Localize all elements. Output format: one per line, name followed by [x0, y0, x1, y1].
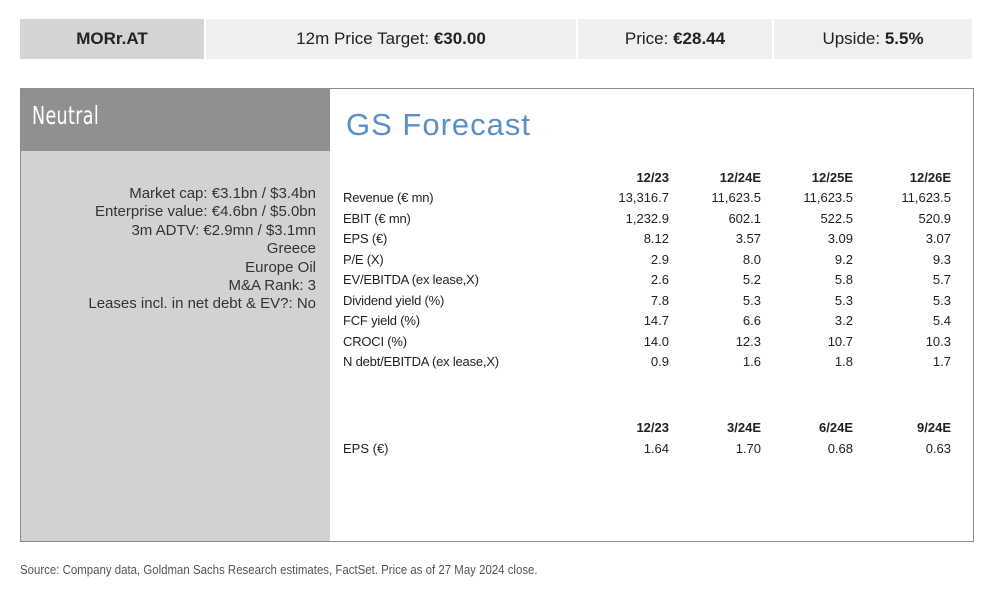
- cell-value: 11,623.5: [803, 190, 853, 206]
- cell-value: 5.4: [932, 313, 951, 329]
- left-sidebar: Neutral Market cap: €3.1bn / $3.4bn Ente…: [21, 89, 330, 541]
- col-header: 6/24E: [819, 420, 853, 435]
- col-header: 12/26E: [909, 169, 951, 185]
- cell-value: 1.8: [834, 354, 853, 370]
- row-label: EV/EBITDA (ex lease,X): [343, 272, 479, 288]
- cell-value: 3.57: [735, 231, 761, 247]
- cell-value: 1.64: [643, 441, 669, 456]
- cell-value: 9.3: [932, 251, 951, 267]
- col-header: 12/25E: [811, 169, 853, 185]
- cell-value: 11,623.5: [901, 190, 951, 206]
- table-row: EBIT (€ mn) 1,232.9 602.1 522.5 520.9: [343, 208, 951, 229]
- metric-market-cap: Market cap: €3.1bn / $3.4bn: [129, 185, 316, 202]
- cell-value: 0.63: [925, 441, 951, 456]
- table-row: Revenue (€ mn) 13,316.7 11,623.5 11,623.…: [343, 188, 951, 209]
- quarterly-eps-table: 12/23 3/24E 6/24E 9/24E EPS (€) 1.64 1.7…: [343, 417, 951, 459]
- cell-value: 602.1: [728, 210, 761, 226]
- row-label: FCF yield (%): [343, 313, 420, 329]
- cell-value: 1.6: [742, 354, 761, 370]
- col-header: 12/24E: [719, 169, 761, 185]
- table-row: CROCI (%) 14.0 12.3 10.7 10.3: [343, 331, 951, 352]
- table-row: FCF yield (%) 14.7 6.6 3.2 5.4: [343, 311, 951, 332]
- cell-value: 522.5: [820, 210, 853, 226]
- metric-leases: Leases incl. in net debt & EV?: No: [88, 295, 316, 313]
- ticker-cell: MORr.AT: [20, 19, 204, 59]
- company-metrics: Market cap: €3.1bn / $3.4bn Enterprise v…: [88, 185, 316, 314]
- cell-value: 10.3: [925, 333, 951, 349]
- cell-value: 13,316.7: [618, 190, 669, 206]
- table-row: EV/EBITDA (ex lease,X) 2.6 5.2 5.8 5.7: [343, 270, 951, 291]
- cell-value: 1,232.9: [625, 210, 669, 226]
- price-value: €28.44: [673, 29, 726, 48]
- header-bar: MORr.AT 12m Price Target: €30.00 Price: …: [20, 19, 972, 59]
- row-label: EPS (€): [343, 441, 389, 456]
- cell-value: 1.7: [932, 354, 951, 370]
- col-header: 12/23: [636, 420, 669, 435]
- quarterly-header-row: 12/23 3/24E 6/24E 9/24E: [343, 417, 951, 438]
- cell-value: 5.8: [834, 272, 853, 288]
- cell-value: 5.3: [834, 292, 853, 308]
- cell-value: 5.3: [932, 292, 951, 308]
- cell-value: 7.8: [650, 292, 669, 308]
- cell-value: 6.6: [742, 313, 761, 329]
- price-label: Price:: [624, 29, 674, 48]
- cell-value: 0.68: [827, 441, 853, 456]
- col-header: 3/24E: [727, 420, 761, 435]
- rating-box: Neutral: [21, 89, 330, 151]
- rating-label: Neutral: [32, 101, 100, 130]
- cell-value: 12.3: [735, 333, 761, 349]
- price-cell: Price: €28.44: [578, 19, 772, 59]
- forecast-title: GS Forecast: [346, 107, 531, 142]
- metric-ma-rank: M&A Rank: 3: [228, 277, 316, 295]
- row-label: Dividend yield (%): [343, 292, 445, 308]
- row-label: N debt/EBITDA (ex lease,X): [343, 354, 499, 370]
- table-row: N debt/EBITDA (ex lease,X) 0.9 1.6 1.8 1…: [343, 352, 951, 373]
- cell-value: 3.2: [834, 313, 853, 329]
- forecast-panel: Neutral Market cap: €3.1bn / $3.4bn Ente…: [20, 88, 974, 542]
- upside-label: Upside:: [822, 29, 885, 48]
- cell-value: 0.9: [650, 354, 669, 370]
- metric-country: Greece: [266, 240, 316, 258]
- cell-value: 5.2: [742, 272, 761, 288]
- cell-value: 5.7: [932, 272, 951, 288]
- cell-value: 2.9: [650, 251, 669, 267]
- upside-cell: Upside: 5.5%: [774, 19, 972, 59]
- cell-value: 5.3: [742, 292, 761, 308]
- col-header: 12/23: [636, 169, 669, 185]
- annual-forecast-table: 12/23 12/24E 12/25E 12/26E Revenue (€ mn…: [343, 167, 951, 372]
- metric-sector: Europe Oil: [245, 258, 316, 276]
- table-row: EPS (€) 1.64 1.70 0.68 0.63: [343, 438, 951, 459]
- row-label: Revenue (€ mn): [343, 190, 434, 206]
- row-label: EPS (€): [343, 231, 388, 247]
- row-label: EBIT (€ mn): [343, 210, 411, 226]
- cell-value: 1.70: [735, 441, 761, 456]
- table-row: Dividend yield (%) 7.8 5.3 5.3 5.3: [343, 290, 951, 311]
- table-row: P/E (X) 2.9 8.0 9.2 9.3: [343, 249, 951, 270]
- cell-value: 14.0: [643, 333, 669, 349]
- cell-value: 10.7: [827, 333, 853, 349]
- price-target-label: 12m Price Target:: [296, 29, 434, 48]
- price-target-value: €30.00: [433, 29, 486, 48]
- cell-value: 3.09: [827, 231, 853, 247]
- cell-value: 9.2: [834, 251, 853, 267]
- cell-value: 2.6: [650, 272, 669, 288]
- cell-value: 11,623.5: [711, 190, 761, 206]
- ticker-symbol: MORr.AT: [76, 29, 148, 48]
- col-header: 9/24E: [917, 420, 951, 435]
- cell-value: 3.07: [925, 231, 951, 247]
- metric-adtv: 3m ADTV: €2.9mn / $3.1mn: [131, 221, 316, 239]
- metric-enterprise-value: Enterprise value: €4.6bn / $5.0bn: [95, 203, 316, 221]
- price-target-cell: 12m Price Target: €30.00: [206, 19, 576, 59]
- upside-value: 5.5%: [884, 29, 924, 48]
- cell-value: 8.12: [643, 231, 669, 247]
- source-note: Source: Company data, Goldman Sachs Rese…: [20, 562, 538, 577]
- row-label: CROCI (%): [343, 333, 407, 349]
- cell-value: 520.9: [918, 210, 951, 226]
- table-row: EPS (€) 8.12 3.57 3.09 3.07: [343, 229, 951, 250]
- annual-header-row: 12/23 12/24E 12/25E 12/26E: [343, 167, 951, 188]
- cell-value: 8.0: [742, 251, 761, 267]
- cell-value: 14.7: [643, 313, 669, 329]
- row-label: P/E (X): [343, 251, 384, 267]
